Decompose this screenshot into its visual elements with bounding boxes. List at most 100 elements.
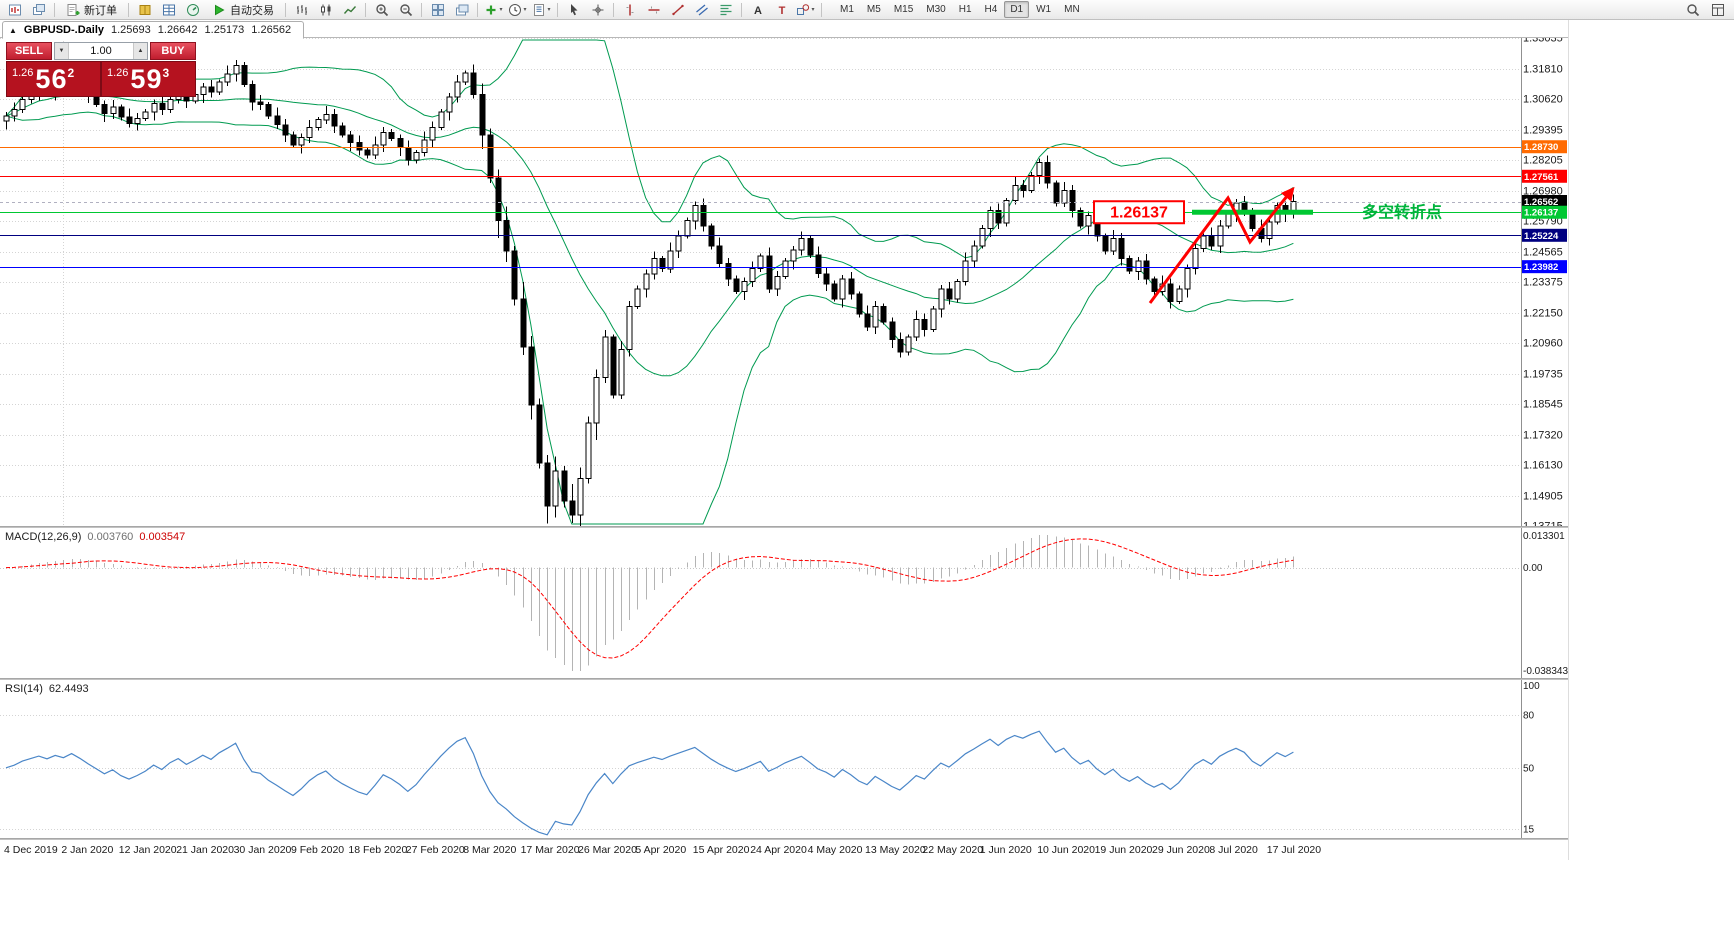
red-zigzag-arrow[interactable] [1148,186,1295,304]
plus-green-glyph [486,5,496,14]
thick-green-line[interactable] [1192,209,1313,215]
search-icon[interactable] [1681,0,1704,19]
timeframe-mn-button[interactable]: MN [1064,4,1080,15]
timeframe-m1-button[interactable]: M1 [840,4,854,15]
periods-icon[interactable]: ▾ [506,0,529,19]
rsi-scale-labels[interactable]: 100 80 50 15 [1523,681,1540,836]
dropdown-caret-icon[interactable]: ▾ [811,7,815,13]
autotrading-button[interactable]: 自动交易 [205,0,281,19]
toolbar-right-group [1681,0,1731,19]
candlestick-chart-icon[interactable] [314,0,337,19]
panel-separator[interactable] [0,526,1568,528]
text-label-icon[interactable]: T [770,0,793,19]
svg-text:1.16130: 1.16130 [1523,460,1563,472]
zoom-out-glyph [399,3,412,16]
rsi-panel[interactable]: 100 80 50 15 [0,680,1568,838]
price-callout-text: 1.26137 [1110,205,1168,222]
price-scale-labels[interactable]: 1.33035 1.31810 1.30620 1.29395 1.28205 1.269… [1523,38,1563,526]
new-chart-icon[interactable] [3,0,26,19]
timeframe-m30-button[interactable]: M30 [926,4,946,15]
dropdown-caret-icon[interactable]: ▾ [523,7,527,13]
zoom-out-icon[interactable] [394,0,417,19]
panel-separator[interactable] [0,838,1568,840]
svg-text:4 May 2020: 4 May 2020 [808,844,863,856]
indicators-icon[interactable]: ▾ [482,0,505,19]
date-labels[interactable]: 4 Dec 2019 2 Jan 2020 12 Jan 2020 21 Jan 20… [4,844,1321,856]
rsi-gridlines [0,715,1521,830]
timeframe-m5-button[interactable]: M5 [866,4,881,15]
timeframe-h1-button[interactable]: H1 [958,4,972,15]
chart-window-gbpusd-daily[interactable]: ▲ GBPUSD-.Daily 1.25693 1.26642 1.25173 … [0,20,1569,860]
buy-button[interactable]: BUY [150,42,196,60]
tile-windows-icon[interactable] [426,0,449,19]
crosshair-icon[interactable] [586,0,609,19]
volume-input[interactable]: 1.00 [90,45,112,57]
candles-glyph [320,4,330,15]
one-click-toggle-icon[interactable]: ▲ [9,25,17,35]
macd-panel[interactable]: 0.013301 0.00 -0.038343 [0,528,1568,678]
svg-text:1.14905: 1.14905 [1523,490,1563,502]
price-callout-box[interactable] [1093,200,1185,225]
chart-ohlc-readout: 1.25693 1.26642 1.25173 1.26562 [111,24,291,36]
zoom-in-icon[interactable] [370,0,393,19]
fibonacci-icon[interactable] [714,0,737,19]
cursor-icon[interactable] [562,0,585,19]
timeframe-m15-button[interactable]: M15 [893,4,914,15]
shapes-icon[interactable]: ▾ [794,0,817,19]
timeframe-d1-button[interactable]: D1 [1004,1,1030,18]
panel-separator[interactable] [0,678,1568,680]
page-plus-glyph [67,3,80,16]
market-watch-icon[interactable] [157,0,180,19]
cascade-glyph [32,3,45,15]
cascade-windows-icon[interactable] [450,0,473,19]
history-center-icon[interactable] [133,0,156,19]
sell-button[interactable]: SELL [6,42,52,60]
volume-increase-button[interactable]: ▲ [133,43,147,59]
svg-text:T: T [778,5,785,17]
bar-chart-icon[interactable] [290,0,313,19]
line-chart-icon[interactable] [338,0,361,19]
strategy-tester-icon[interactable] [181,0,204,19]
label-t-glyph: T [778,5,785,17]
svg-text:1.28205: 1.28205 [1523,155,1563,167]
turning-point-note[interactable]: 多空转折点 [1362,203,1442,222]
dropdown-caret-icon[interactable]: ▾ [499,7,503,13]
svg-text:4 Dec 2019: 4 Dec 2019 [4,844,58,856]
chart-layout-icon[interactable] [1706,0,1729,19]
date-axis[interactable]: 4 Dec 2019 2 Jan 2020 12 Jan 2020 21 Jan 20… [0,840,1568,860]
volume-decrease-button[interactable]: ▼ [55,43,69,59]
svg-text:15 Apr 2020: 15 Apr 2020 [693,844,750,856]
dropdown-caret-icon[interactable]: ▾ [547,7,551,13]
vertical-line-icon[interactable] [618,0,641,19]
templates-icon[interactable]: ▾ [530,0,553,19]
toolbar-separator [477,2,478,17]
price-scale-marker-boxes: 1.26562 1.28730 1.27561 1.26137 1.25224 1.239… [1522,140,1567,274]
toolbar-separator [613,2,614,17]
chart-annotations[interactable]: 1.26137 多空转折点 [1093,186,1442,304]
chart-tab[interactable]: ▲ GBPUSD-.Daily 1.25693 1.26642 1.25173 … [2,21,305,39]
channel-glyph [695,3,708,16]
horizontal-level-lines[interactable] [0,147,1521,268]
sell-price-pips: 56 [35,64,68,94]
svg-text:80: 80 [1523,711,1535,722]
toolbar: 新订单 自动交易 ▾ ▾ ▾ A T ▾ M1 M5 M15 M30 H1 H4 D1 W1 MN [0,0,1734,20]
text-icon[interactable]: A [746,0,769,19]
ohlc-low: 1.25173 [204,24,245,36]
price-divider [100,62,102,96]
svg-text:-0.038343: -0.038343 [1523,666,1568,677]
price-gridlines [0,38,1521,526]
macd-scale-labels[interactable]: 0.013301 0.00 -0.038343 [1523,531,1568,677]
timeframe-h4-button[interactable]: H4 [984,4,998,15]
horizontal-line-icon[interactable] [642,0,665,19]
timeframe-w1-button[interactable]: W1 [1036,4,1052,15]
buy-price-display[interactable]: 1.26 59 3 [102,62,195,96]
svg-text:29 Jun 2020: 29 Jun 2020 [1152,844,1210,856]
svg-text:1.25224: 1.25224 [1524,231,1559,242]
channel-icon[interactable] [690,0,713,19]
sell-price-display[interactable]: 1.26 56 2 [7,62,100,96]
profiles-icon[interactable] [27,0,50,19]
price-chart-panel[interactable]: 1.33035 1.31810 1.30620 1.29395 1.28205 1.269… [0,38,1568,526]
trendline-icon[interactable] [666,0,689,19]
new-order-button[interactable]: 新订单 [59,0,124,19]
